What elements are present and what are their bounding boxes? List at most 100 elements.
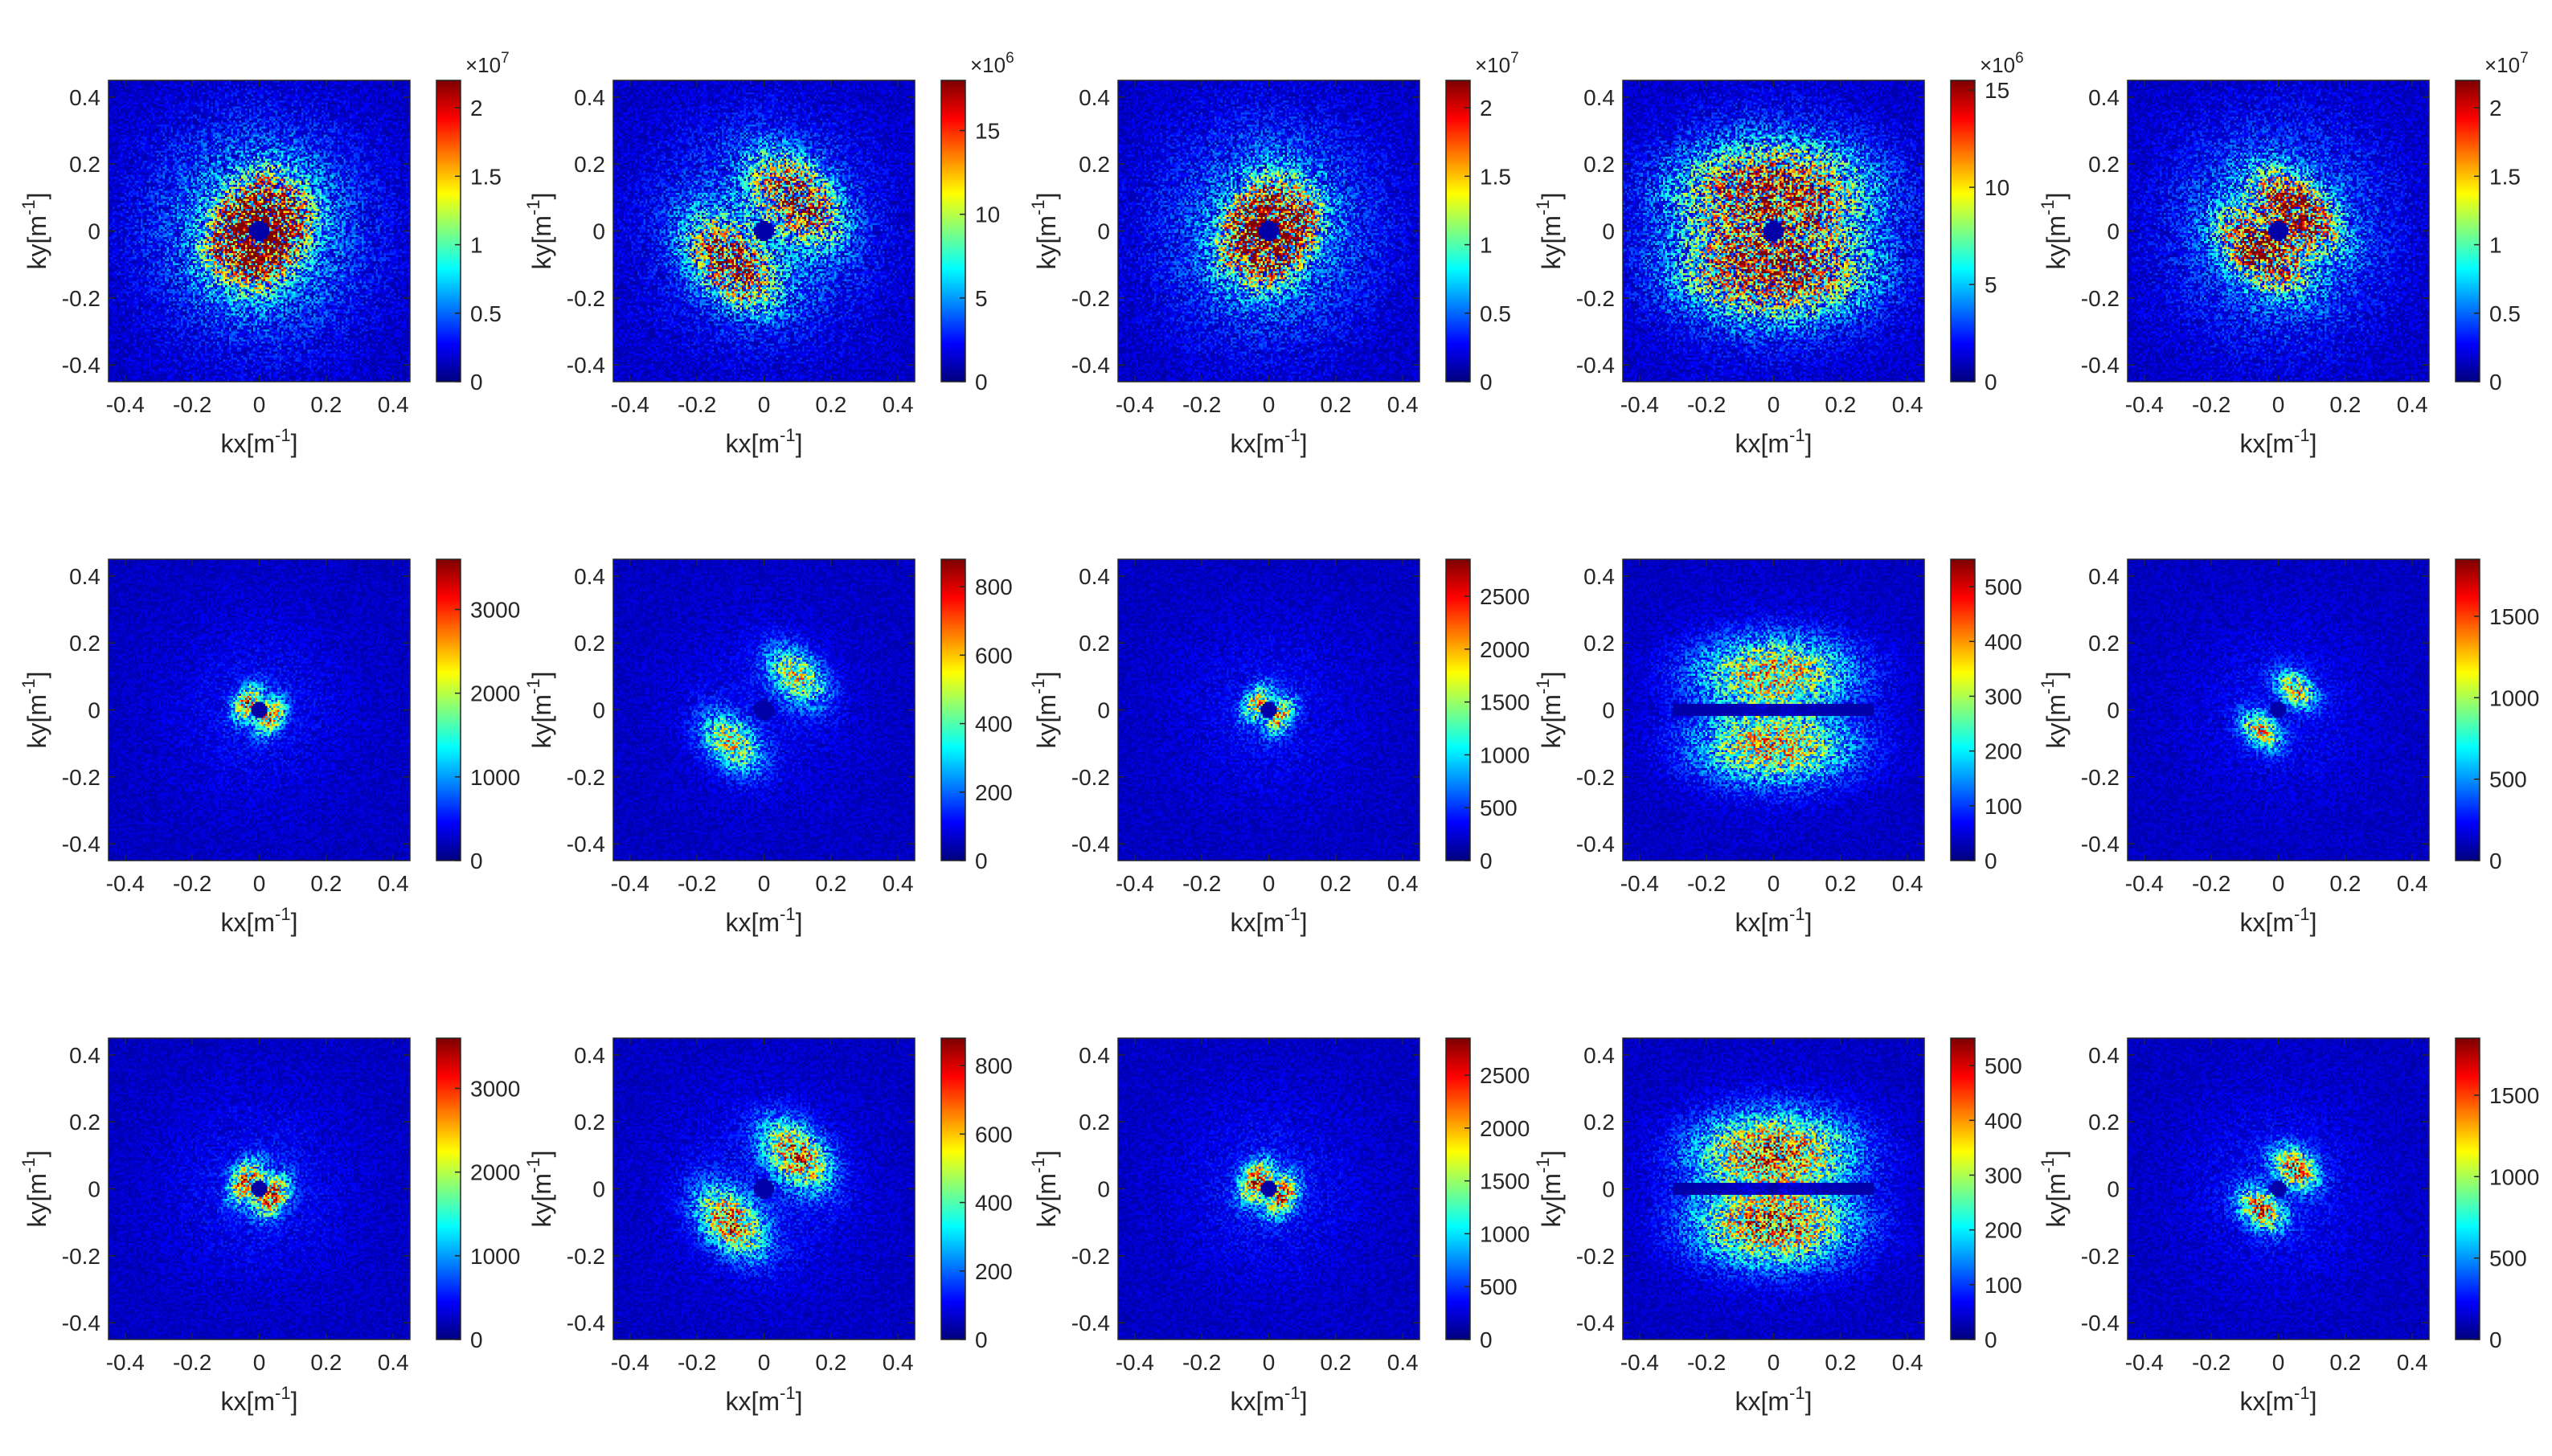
y-tick-label: 0.4: [1079, 1043, 1110, 1068]
colorbar-tick-label: 200: [975, 780, 1013, 805]
panel-r2-c4: -0.4 -0.2 0 0.2 0.4 -0.4 -0.2 0 0.2 0.4 kx[m-1] ky[…: [1533, 558, 2022, 937]
y-axis-label: ky[m-1]: [18, 672, 51, 749]
panel-r1-c1: -0.4 -0.2 0 0.2 0.4 -0.4 -0.2 0 0.2 0.4 kx[m-1] ky[…: [18, 50, 510, 458]
x-tick-label: 0: [758, 871, 771, 896]
y-tick-label: 0.4: [2088, 85, 2120, 110]
colorbar-tick-label: 1000: [2489, 685, 2539, 710]
x-tick-label: 0.2: [310, 1350, 342, 1375]
x-tick-label: -0.2: [1182, 1350, 1221, 1375]
x-tick-label: -0.4: [1620, 871, 1659, 896]
colorbar-gradient: [1951, 80, 1975, 382]
heatmap-image: [2128, 1038, 2429, 1339]
x-tick-label: -0.4: [611, 1350, 649, 1375]
y-axis-label: ky[m-1]: [1533, 1151, 1566, 1228]
y-tick-label: 0.4: [1583, 85, 1615, 110]
y-tick-label: 0: [1097, 698, 1110, 723]
y-tick-label: -0.2: [2081, 1244, 2120, 1269]
x-axis-label: kx[m-1]: [2240, 1383, 2317, 1416]
x-tick-label: 0.4: [1387, 392, 1419, 417]
heatmap-image: [109, 559, 410, 861]
heatmap-image: [613, 1038, 915, 1339]
colorbar-tick-label: 1500: [1480, 690, 1530, 715]
colorbar-tick-label: 3000: [470, 598, 520, 623]
colorbar-tick-label: 100: [1985, 794, 2022, 819]
x-axis-label: kx[m-1]: [1231, 904, 1308, 937]
colorbar-tick-label: 2500: [1480, 584, 1530, 609]
colorbar-frame: [1445, 80, 1471, 382]
y-tick-label: 0.4: [2088, 1043, 2120, 1068]
y-axis-label: ky[m-1]: [18, 1151, 51, 1228]
heatmap-image: [613, 559, 915, 861]
heatmap-image: [109, 80, 410, 382]
colorbar-tick-label: 2500: [1480, 1063, 1530, 1088]
panel-r2-c2: -0.4 -0.2 0 0.2 0.4 -0.4 -0.2 0 0.2 0.4 kx[m-1] ky[…: [523, 558, 1013, 937]
colorbar-tick-label: 400: [1985, 1108, 2022, 1133]
colorbar-tick-label: 2000: [1480, 637, 1530, 662]
colorbar-tick-label: 1: [470, 233, 483, 258]
x-tick-label: -0.2: [1182, 392, 1221, 417]
x-tick-label: -0.2: [173, 1350, 211, 1375]
y-tick-label: 0.4: [574, 1043, 605, 1068]
colorbar-tick-label: 1: [1480, 233, 1493, 258]
colorbar-tick-label: 1000: [1480, 1221, 1530, 1246]
colorbar-tick-label: 0.5: [470, 301, 502, 326]
y-tick-label: -0.4: [2081, 832, 2120, 857]
colorbar-tick-label: 500: [2489, 1246, 2527, 1271]
x-tick-label: 0.4: [378, 1350, 409, 1375]
y-tick-label: -0.2: [1576, 286, 1615, 311]
x-tick-label: 0.4: [1387, 871, 1419, 896]
colorbar-gradient: [1446, 1038, 1470, 1339]
colorbar-gradient: [2456, 559, 2480, 861]
y-tick-label: 0: [592, 698, 605, 723]
colorbar-tick-label: 1000: [2489, 1164, 2539, 1189]
x-tick-label: 0.2: [2329, 392, 2361, 417]
colorbar-frame: [1950, 80, 1976, 382]
colorbar-frame: [1950, 1037, 1976, 1340]
x-tick-label: 0.4: [1387, 1350, 1419, 1375]
x-axis-label: kx[m-1]: [221, 425, 298, 458]
y-tick-label: -0.2: [567, 286, 605, 311]
colorbar-frame: [940, 1037, 966, 1340]
x-tick-label: 0.2: [1825, 871, 1856, 896]
y-tick-label: 0.2: [574, 152, 605, 177]
x-axis-label: kx[m-1]: [726, 1383, 803, 1416]
x-axis-label: kx[m-1]: [1231, 425, 1308, 458]
y-tick-label: 0.4: [69, 1043, 100, 1068]
x-tick-label: 0.2: [1320, 871, 1351, 896]
colorbar-tick-label: 0: [2489, 849, 2502, 873]
x-tick-label: 0.4: [2397, 871, 2428, 896]
panel-r1-c2: -0.4 -0.2 0 0.2 0.4 -0.4 -0.2 0 0.2 0.4 kx[m-1] ky[…: [523, 50, 1014, 458]
colorbar-gradient: [941, 559, 965, 861]
y-tick-label: 0: [88, 698, 100, 723]
panel-r1-c4: -0.4 -0.2 0 0.2 0.4 -0.4 -0.2 0 0.2 0.4 kx[m-1] ky[…: [1533, 50, 2024, 458]
panel-r3-c2: -0.4 -0.2 0 0.2 0.4 -0.4 -0.2 0 0.2 0.4 kx[m-1] ky[…: [523, 1037, 1013, 1416]
x-tick-label: 0.2: [815, 1350, 846, 1375]
x-tick-label: -0.2: [678, 392, 716, 417]
y-axis-label: ky[m-1]: [523, 193, 556, 270]
colorbar-frame: [1950, 558, 1976, 861]
panel-r2-c5: -0.4 -0.2 0 0.2 0.4 -0.4 -0.2 0 0.2 0.4 kx[m-1] ky[…: [2038, 558, 2539, 937]
x-axis-label: kx[m-1]: [2240, 425, 2317, 458]
x-tick-label: 0.4: [1892, 871, 1923, 896]
colorbar-tick-label: 400: [975, 1191, 1013, 1216]
colorbar-tick-label: 200: [1985, 739, 2022, 764]
colorbar-frame: [436, 1037, 461, 1340]
colorbar-tick-label: 5: [975, 286, 988, 311]
colorbar-tick-label: 600: [975, 643, 1013, 668]
colorbar-tick-label: 2: [2489, 96, 2502, 121]
colorbar-tick-label: 300: [1985, 684, 2022, 709]
y-axis-label: ky[m-1]: [2038, 193, 2071, 270]
heatmap-image: [2128, 559, 2429, 861]
x-tick-label: 0: [1768, 392, 1780, 417]
colorbar-tick-label: 0: [470, 370, 483, 395]
y-tick-label: -0.4: [1576, 832, 1615, 857]
x-tick-label: 0.2: [1320, 1350, 1351, 1375]
heatmap-image: [1623, 559, 1924, 861]
x-tick-label: 0: [1768, 1350, 1780, 1375]
colorbar-tick-label: 200: [1985, 1218, 2022, 1243]
colorbar-tick-label: 2: [1480, 96, 1493, 121]
y-tick-label: -0.4: [1071, 353, 1110, 378]
y-tick-label: -0.4: [2081, 1311, 2120, 1335]
colorbar-tick-label: 0: [975, 1327, 988, 1352]
colorbar-gradient: [1446, 80, 1470, 382]
